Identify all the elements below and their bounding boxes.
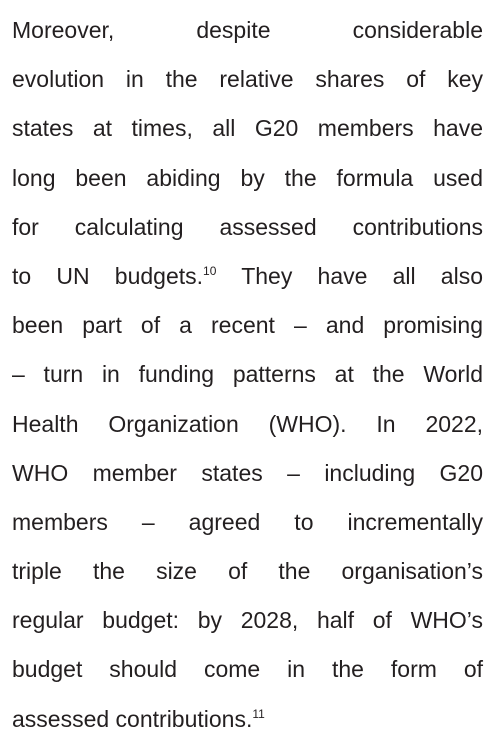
text: WHO member states – including G20: [12, 459, 483, 486]
footnote-ref: 11: [252, 706, 265, 721]
text-line: states at times, all G20 members have: [12, 104, 483, 153]
text-line: to UN budgets.10 They have all also: [12, 252, 483, 301]
text: triple the size of the organisation’s: [12, 558, 483, 585]
text: to UN budgets.: [12, 262, 204, 289]
text-line: regular budget: by 2028, half of WHO’s: [12, 596, 483, 645]
text: – turn in funding patterns at the World: [12, 361, 483, 388]
text-line: for calculating assessed contributions: [12, 203, 483, 252]
footnote-ref: 10: [203, 263, 217, 278]
text-line: Health Organization (WHO). In 2022,: [12, 400, 483, 449]
text-line: budget should come in the form of: [12, 645, 483, 694]
text-line: – turn in funding patterns at the World: [12, 350, 483, 399]
text: assessed contributions.: [12, 705, 253, 732]
text-line: members – agreed to incrementally: [12, 498, 483, 547]
text: states at times, all G20 members have: [12, 115, 483, 142]
text: been part of a recent – and promising: [12, 312, 483, 339]
text: for calculating assessed contributions: [12, 213, 483, 240]
text: Health Organization (WHO). In 2022,: [12, 410, 483, 437]
text-line: long been abiding by the formula used: [12, 154, 483, 203]
text: evolution in the relative shares of key: [12, 66, 483, 93]
text-line: evolution in the relative shares of key: [12, 55, 483, 104]
text-line: WHO member states – including G20: [12, 449, 483, 498]
text: long been abiding by the formula used: [12, 164, 483, 191]
text-line: Moreover, despite considerable: [12, 6, 483, 55]
text: regular budget: by 2028, half of WHO’s: [12, 607, 483, 634]
text-line: assessed contributions.11: [12, 695, 483, 744]
text: budget should come in the form of: [12, 656, 483, 683]
text: members – agreed to incrementally: [12, 508, 483, 535]
text-line: been part of a recent – and promising: [12, 301, 483, 350]
text: They have all also: [216, 262, 484, 289]
text: Moreover, despite considerable: [12, 17, 483, 43]
text-line: triple the size of the organisation’s: [12, 547, 483, 596]
